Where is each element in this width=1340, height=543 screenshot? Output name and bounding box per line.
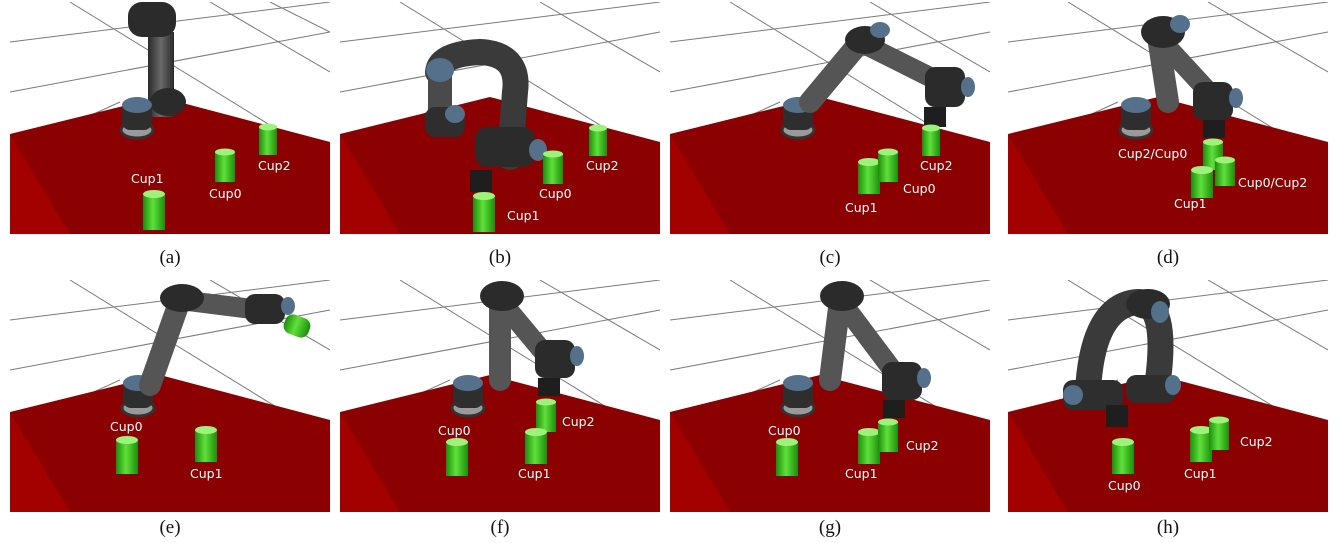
scene-h: Cup0 Cup1 Cup2 [1008,280,1328,512]
cup [1209,416,1229,450]
cup-label: Cup2 [1240,434,1273,449]
cup-label: Cup0 [438,423,471,438]
caption-g: (g) [818,517,842,538]
caption-a: (a) [159,247,181,268]
cup [116,436,138,474]
cup [543,150,563,184]
scene-d: Cup2/Cup0 Cup0/Cup2 Cup1 [1008,2,1328,234]
cup-label: Cup1 [507,208,540,223]
cup [473,192,495,232]
cup-label: Cup0 [768,423,801,438]
cup-label: Cup0 [1108,478,1141,493]
cup-label: Cup1 [518,466,551,481]
cup-label: Cup2 [586,158,619,173]
caption-d: (d) [1156,247,1180,268]
cup-label: Cup1 [190,466,223,481]
cup [776,438,798,476]
panel-g: Cup0 Cup1 Cup2 [670,280,990,512]
scene-a: Cup1 Cup0 Cup2 [10,2,330,234]
scene-c: Cup1 Cup0 Cup2 [670,2,990,234]
panel-d: Cup2/Cup0 Cup0/Cup2 Cup1 [1008,2,1328,234]
robot-arm [450,281,584,418]
cup-label: Cup2 [920,158,953,173]
cup [536,398,556,432]
cup [1112,438,1134,474]
robot-arm [780,22,975,140]
cup [283,314,311,338]
panel-b: Cup1 Cup0 Cup2 [340,2,660,234]
cup [878,418,898,452]
cup-label: Cup1 [1174,196,1207,211]
table-top [670,97,990,234]
cup [858,158,880,194]
table-front [10,412,70,512]
cup-label: Cup2 [276,346,309,361]
robot-arm [1063,288,1181,427]
table-front [670,134,730,234]
cup [1191,166,1213,198]
caption-h: (h) [1156,517,1180,538]
cup [589,124,607,156]
table-top [10,97,330,234]
table-front [670,412,730,512]
cup [195,426,217,462]
caption-b: (b) [488,247,512,268]
cup [1190,426,1212,462]
cup-label: Cup0 [903,181,936,196]
table-top [340,375,660,512]
table-top [1008,97,1328,234]
cup [525,428,547,464]
robot-arm [120,284,295,418]
robot-arm [1118,15,1243,140]
panel-e: Cup0 Cup1 Cup2 [10,280,330,512]
cup [143,190,165,230]
robot-arm [780,281,931,418]
table-front [340,412,400,512]
cup [446,438,468,476]
robot-arm [119,2,186,140]
cup-label: Cup0/Cup2 [1238,175,1307,190]
table-top [670,375,990,512]
caption-f: (f) [490,517,510,538]
panel-c: Cup1 Cup0 Cup2 [670,2,990,234]
cup [858,428,880,464]
cup-label: Cup1 [1184,466,1217,481]
cup-label: Cup2/Cup0 [1118,146,1187,161]
cup-label: Cup2 [906,438,939,453]
scene-e: Cup0 Cup1 Cup2 [10,280,330,512]
cup-label: Cup0 [209,186,242,201]
caption-e: (e) [159,517,181,538]
cup-label: Cup1 [131,171,164,186]
robot-arm [425,38,547,192]
cup-label: Cup2 [562,414,595,429]
cup [259,123,277,155]
cup-label: Cup1 [845,466,878,481]
cup [922,124,940,156]
cup [215,148,235,182]
cup-label: Cup1 [845,200,878,215]
panel-a: Cup1 Cup0 Cup2 [10,2,330,234]
table-front [340,134,400,234]
scene-f: Cup0 Cup1 Cup2 [340,280,660,512]
table-front [10,134,70,234]
table-front [1008,134,1068,234]
table-top [10,375,330,512]
scene-g: Cup0 Cup1 Cup2 [670,280,990,512]
panel-f: Cup0 Cup1 Cup2 [340,280,660,512]
cup-label: Cup0 [539,186,572,201]
cup [878,148,898,182]
panel-h: Cup0 Cup1 Cup2 [1008,280,1328,512]
scene-b: Cup1 Cup0 Cup2 [340,2,660,234]
cup-label: Cup2 [258,158,291,173]
cup [1215,156,1235,186]
caption-c: (c) [819,247,841,268]
table-front [1008,412,1068,512]
cup-label: Cup0 [110,419,143,434]
